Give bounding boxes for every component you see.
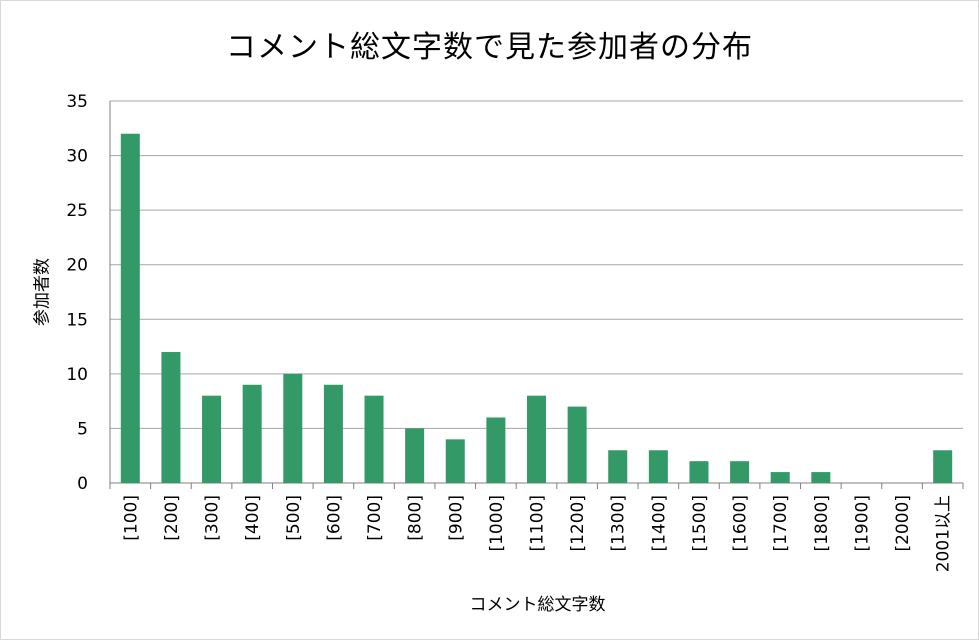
x-tick-label: [2000] [893,495,913,552]
bar [445,439,465,483]
y-tick-label: 20 [66,256,88,276]
x-tick-label: [500] [284,495,304,541]
y-tick-label: 30 [66,147,88,167]
y-tick-label: 15 [66,310,88,330]
x-tick-label: [1400] [649,495,669,552]
bar [323,384,343,483]
bar [730,461,750,483]
x-tick-label: [300] [203,495,223,541]
x-tick-label: [1200] [568,495,588,552]
bar [811,472,831,483]
x-tick-label: [1100] [528,495,548,552]
chart-title: コメント総文字数で見た参加者の分布 [226,30,753,65]
bar [202,395,222,483]
bar [242,384,262,483]
x-tick-label: [1800] [812,495,832,552]
x-axis-title: コメント総文字数 [469,595,606,615]
y-tick-label: 35 [66,92,88,112]
bar [648,450,668,483]
x-tick-label: [1600] [731,495,751,552]
bar [364,395,384,483]
bar [933,450,953,483]
x-tick-label: [900] [446,495,466,541]
bar [770,472,790,483]
bar [283,373,303,483]
y-tick-label: 25 [66,201,88,221]
x-tick-label: [1500] [690,495,710,552]
bar [567,406,587,483]
bar [120,133,140,483]
x-tick-label: 2001以上 [934,495,954,572]
x-tick-label: [100] [121,495,141,541]
bar [527,395,546,483]
y-tick-label: 10 [66,365,88,385]
x-tick-label: [200] [162,495,182,541]
bar [486,417,506,483]
y-tick-label: 5 [77,419,88,439]
x-tick-label: [1300] [609,495,629,552]
x-tick-label: [800] [406,495,426,541]
x-tick-label: [700] [365,495,385,541]
x-tick-label: [1000] [487,495,507,552]
x-tick-label: [600] [324,495,344,541]
bar [608,450,628,483]
bar [161,352,181,483]
bar [689,461,709,483]
y-tick-label: 0 [77,474,88,494]
bar [405,428,425,483]
x-tick-label: [1700] [771,495,791,552]
x-tick-label: [400] [243,495,263,541]
x-tick-label: [1900] [852,495,872,552]
